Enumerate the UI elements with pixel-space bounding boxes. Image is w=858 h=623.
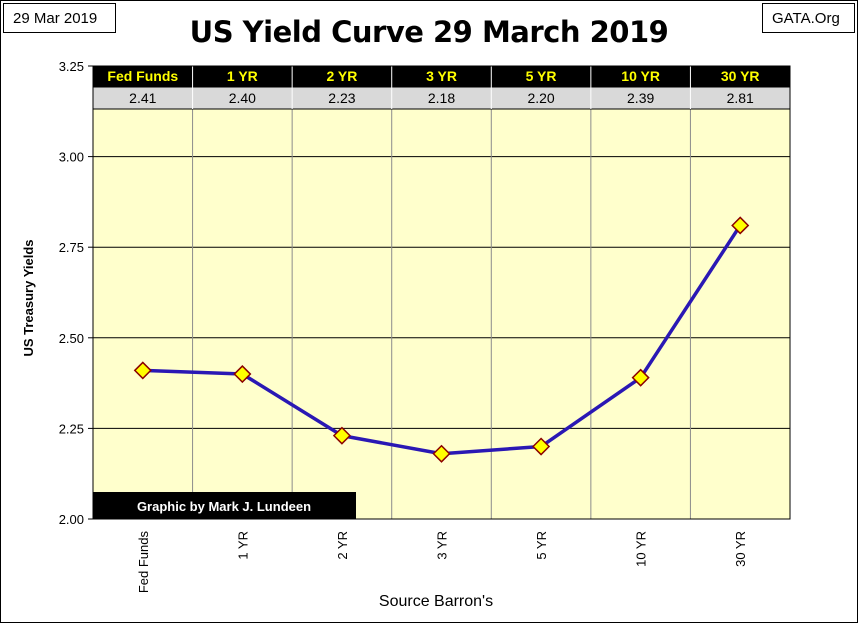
table-value-cell: 2.20: [527, 90, 554, 106]
x-tick-label: 2 YR: [335, 531, 350, 560]
data-point: [731, 216, 750, 235]
x-tick-label: 3 YR: [435, 531, 450, 560]
chart-title: US Yield Curve 29 March 2019: [189, 15, 669, 49]
table-header-cell: 1 YR: [227, 68, 258, 84]
table-value-cell: 2.41: [129, 90, 156, 106]
date-label: 29 Mar 2019: [3, 3, 116, 33]
plot-border: [92, 65, 791, 520]
table-header-cell: Fed Funds: [107, 68, 178, 84]
y-tick-label: 2.25: [59, 421, 84, 436]
table-header-cell: 10 YR: [621, 68, 660, 84]
credit-box: [93, 492, 356, 519]
data-point: [631, 368, 650, 387]
y-tick-label: 3.00: [59, 150, 84, 165]
data-point: [532, 437, 551, 456]
table-header-cell: 5 YR: [526, 68, 557, 84]
credit-text: Graphic by Mark J. Lundeen: [137, 499, 311, 514]
plot-area: [93, 66, 790, 519]
data-point: [332, 426, 351, 445]
table-header-cell: 3 YR: [426, 68, 457, 84]
x-tick-label: 30 YR: [733, 531, 748, 567]
y-axis-label: US Treasury Yields: [21, 239, 36, 356]
x-tick-label: Fed Funds: [136, 531, 151, 594]
table-header-row: [93, 66, 790, 87]
x-tick-label: 10 YR: [634, 531, 649, 567]
data-point: [133, 361, 152, 380]
y-tick-label: 3.25: [59, 59, 84, 74]
y-tick-label: 2.50: [59, 331, 84, 346]
y-tick-label: 2.75: [59, 240, 84, 255]
x-axis-label: Source Barron's: [379, 593, 493, 610]
x-tick-label: 1 YR: [235, 531, 250, 560]
x-tick-label: 5 YR: [534, 531, 549, 560]
table-header-cell: 2 YR: [326, 68, 357, 84]
table-header-cell: 30 YR: [721, 68, 760, 84]
table-value-cell: 2.81: [727, 90, 754, 106]
site-label: GATA.Org: [762, 3, 855, 33]
table-value-cell: 2.18: [428, 90, 455, 106]
y-tick-label: 2.00: [59, 512, 84, 527]
table-value-cell: 2.23: [328, 90, 355, 106]
table-value-cell: 2.39: [627, 90, 654, 106]
data-point: [233, 364, 252, 384]
data-point: [432, 444, 451, 463]
table-value-cell: 2.40: [229, 90, 256, 106]
